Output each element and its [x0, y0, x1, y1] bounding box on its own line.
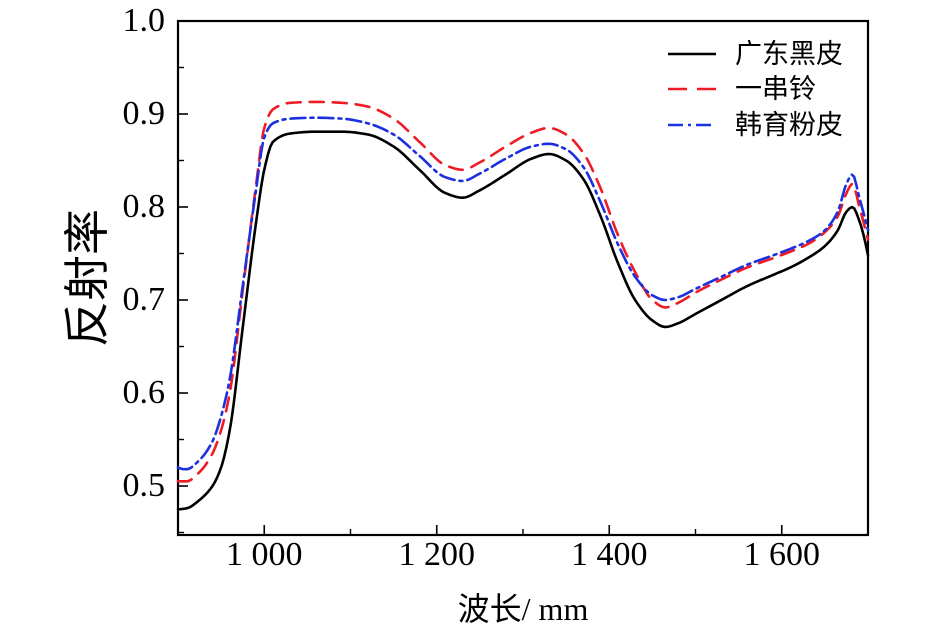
svg-text:0.9: 0.9: [123, 95, 166, 132]
svg-text:韩育粉皮: 韩育粉皮: [735, 110, 843, 140]
svg-text:0.6: 0.6: [123, 374, 166, 411]
svg-text:波长/ mm: 波长/ mm: [458, 591, 589, 627]
svg-text:1 200: 1 200: [399, 536, 476, 573]
svg-text:0.5: 0.5: [123, 467, 166, 504]
svg-text:1 400: 1 400: [571, 536, 648, 573]
svg-text:0.7: 0.7: [123, 281, 166, 318]
svg-text:1 600: 1 600: [744, 536, 821, 573]
svg-text:1 000: 1 000: [226, 536, 303, 573]
svg-text:1.0: 1.0: [123, 2, 166, 39]
svg-text:反射率: 反射率: [62, 209, 113, 347]
svg-text:一串铃: 一串铃: [735, 74, 816, 104]
svg-text:0.8: 0.8: [123, 188, 166, 225]
svg-text:广东黑皮: 广东黑皮: [735, 39, 843, 69]
